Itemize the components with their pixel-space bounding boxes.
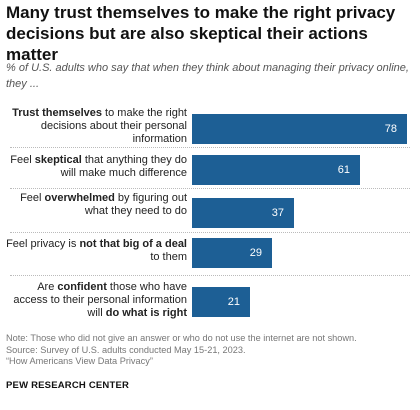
bar-label: Trust themselves to make the right decis… xyxy=(4,107,187,146)
pew-logo: PEW RESEARCH CENTER xyxy=(6,380,130,391)
chart-subtitle: % of U.S. adults who say that when they … xyxy=(6,62,409,90)
bar-value-label: 78 xyxy=(384,123,397,135)
bar-label-part: Feel privacy is xyxy=(6,238,80,250)
chart-title: Many trust themselves to make the right … xyxy=(6,3,396,64)
bar-label-part: Are xyxy=(37,281,58,293)
bar-label-part: to make the right decisions about their … xyxy=(40,107,187,145)
bar-label-part: those who have access to their personal … xyxy=(13,281,187,319)
bar-label-part: overwhelmed xyxy=(44,192,115,204)
bar-label-part: by figuring out what they need to do xyxy=(84,192,187,217)
bar-label-part: skeptical xyxy=(34,154,82,166)
bar-value-label: 37 xyxy=(271,207,284,219)
bar-value-label: 29 xyxy=(249,247,262,259)
row-divider xyxy=(10,232,410,233)
bar: 78 xyxy=(192,114,407,144)
chart-footnote: Note: Those who did not give an answer o… xyxy=(6,333,418,368)
bar-label: Are confident those who have access to t… xyxy=(4,281,187,320)
bar-label-part: that anything they do will make much dif… xyxy=(60,154,187,179)
bar: 61 xyxy=(192,155,360,185)
row-divider xyxy=(10,275,410,276)
note-text: Note: Those who did not give an answer o… xyxy=(6,333,357,343)
bar-label: Feel privacy is not that big of a deal t… xyxy=(4,238,187,264)
bar-label-part: not that big of a deal xyxy=(79,238,187,250)
bar-label-part: do what is right xyxy=(105,307,187,319)
bar-value-label: 21 xyxy=(227,296,240,308)
bar-label-part: Feel xyxy=(10,154,35,166)
bar-label-part: Trust themselves xyxy=(12,107,102,119)
source-text: Source: Survey of U.S. adults conducted … xyxy=(6,344,246,355)
bar-label: Feel skeptical that anything they do wil… xyxy=(4,154,187,180)
bar-label: Feel overwhelmed by figuring out what th… xyxy=(4,192,187,218)
bar-label-part: Feel xyxy=(20,192,45,204)
row-divider xyxy=(10,147,410,148)
bar-label-part: to them xyxy=(150,251,187,263)
bar: 29 xyxy=(192,238,272,268)
bar: 21 xyxy=(192,287,250,317)
row-divider xyxy=(10,188,410,189)
bar: 37 xyxy=(192,198,294,228)
report-title: “How Americans View Data Privacy” xyxy=(6,356,153,366)
bar-value-label: 61 xyxy=(337,164,350,176)
bar-label-part: confident xyxy=(57,281,107,293)
